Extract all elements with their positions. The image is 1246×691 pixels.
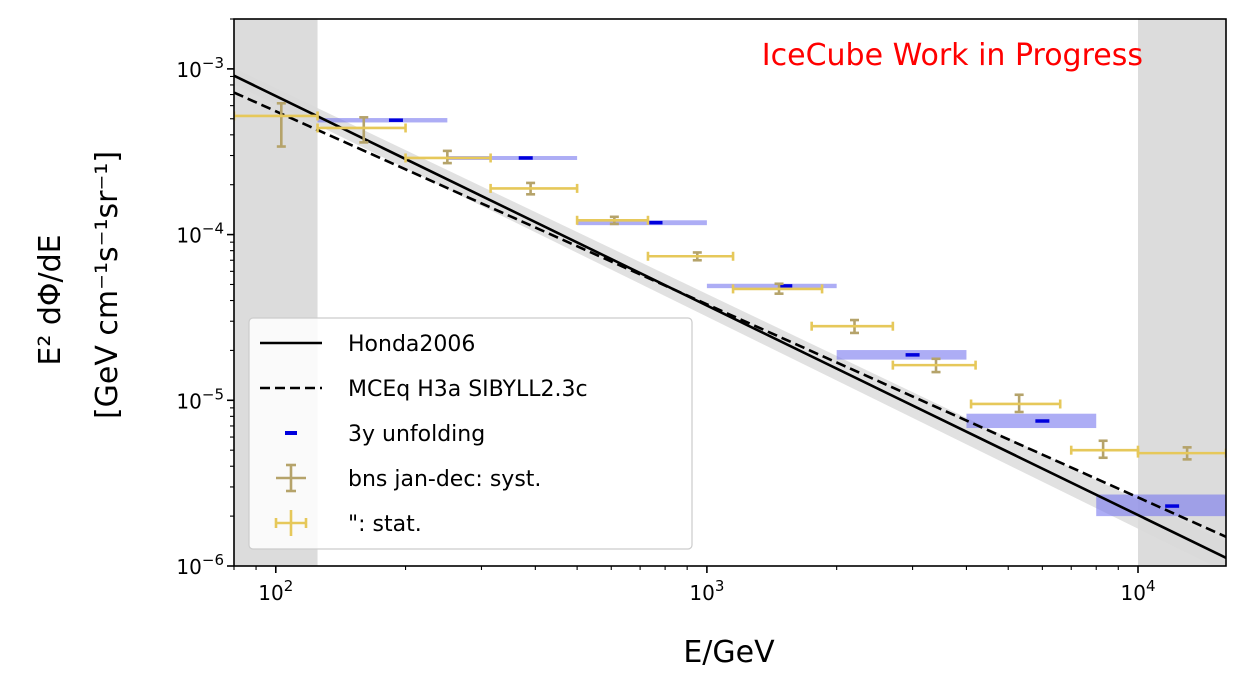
unfolding-box [577, 220, 707, 226]
y-axis-title-line1: E² dΦ/dE [33, 234, 68, 365]
legend-label-stat: ": stat. [348, 512, 422, 537]
y-axis-title-line2: [GeV cm⁻¹s⁻¹sr⁻¹] [90, 151, 125, 419]
y-tick-label: 10−4 [176, 220, 224, 248]
y-tick-label: 10−3 [176, 54, 224, 82]
mceq-line [234, 91, 1226, 539]
tick-labels: 102 103 104 10−6 10−5 10−4 10−3 [176, 54, 1155, 605]
unfolding-box [706, 283, 837, 289]
y-tick-label: 10−6 [176, 551, 224, 579]
unfolding-box [966, 413, 1097, 429]
axis-ticks [227, 18, 1139, 573]
legend-swatch-syst [276, 463, 306, 493]
honda2006-line [234, 74, 1226, 560]
plot-frame [233, 18, 1227, 567]
plot-area [234, 19, 1226, 566]
unfolding-box [836, 350, 967, 360]
legend-label-unfolding: 3y unfolding [348, 422, 485, 447]
legend: Honda2006 MCEq H3a SIBYLL2.3c 3y unfoldi… [248, 317, 693, 550]
annotation: IceCube Work in Progress [762, 38, 1143, 73]
x-tick-label: 104 [1121, 577, 1156, 605]
y-tick-label: 10−5 [176, 385, 224, 413]
excluded-region [1138, 19, 1226, 566]
legend-swatch-stat [274, 510, 308, 536]
unfolding-box [447, 156, 578, 160]
x-tick-label: 102 [258, 577, 293, 605]
legend-label-honda: Honda2006 [348, 332, 475, 357]
x-tick-label: 103 [689, 577, 724, 605]
legend-label-syst: bns jan-dec: syst. [348, 467, 541, 492]
legend-label-mceq: MCEq H3a SIBYLL2.3c [348, 377, 588, 402]
legend-box [248, 317, 693, 550]
unfolding-box [317, 118, 448, 123]
x-axis-title: E/GeV [683, 635, 775, 670]
